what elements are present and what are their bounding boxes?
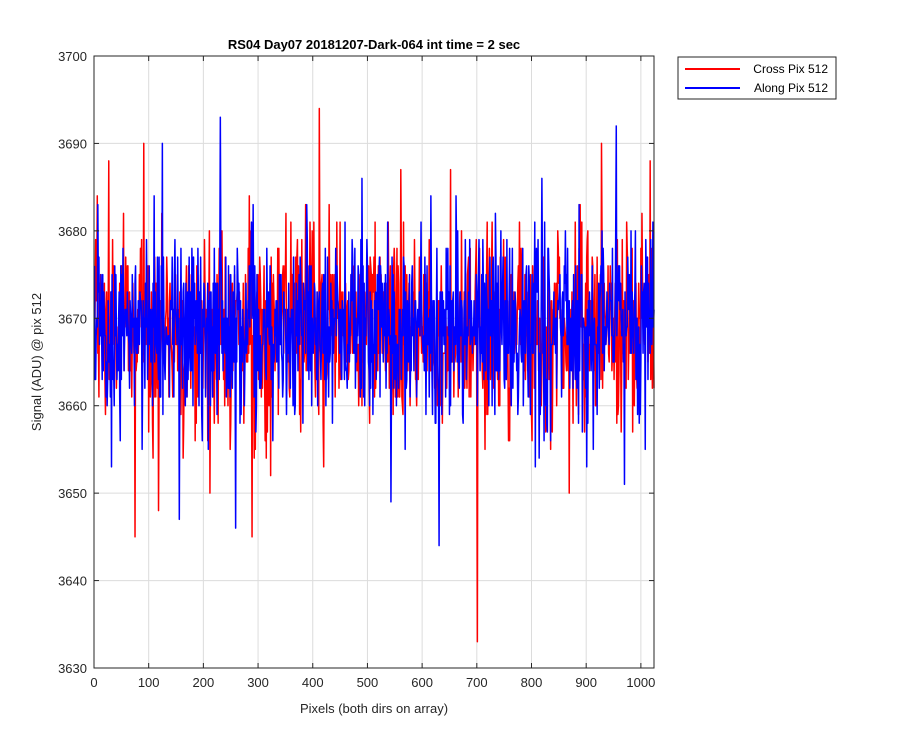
x-tick-label: 800 <box>521 675 543 690</box>
y-tick-label: 3660 <box>58 399 87 414</box>
x-tick-label: 300 <box>247 675 269 690</box>
y-axis-label: Signal (ADU) @ pix 512 <box>29 293 44 431</box>
y-tick-label: 3690 <box>58 136 87 151</box>
x-tick-label: 100 <box>138 675 160 690</box>
x-tick-label: 400 <box>302 675 324 690</box>
series-line-along-pix-512 <box>93 116 655 547</box>
plot-axes: 0 100 200 300 400 500 600 700 800 900 1000 3630 364… <box>58 49 655 690</box>
y-tick-label: 3680 <box>58 224 87 239</box>
chart-title: RS04 Day07 20181207-Dark-064 int time = … <box>228 37 520 52</box>
y-tick-label: 3640 <box>58 574 87 589</box>
legend: Cross Pix 512 Along Pix 512 <box>677 56 837 100</box>
x-tick-label: 500 <box>357 675 379 690</box>
series-layer <box>93 107 655 643</box>
x-tick-label: 900 <box>575 675 597 690</box>
x-axis-ticks: 0 100 200 300 400 500 600 700 800 900 1000 <box>90 56 655 690</box>
legend-box <box>677 56 837 100</box>
x-tick-label: 200 <box>193 675 215 690</box>
x-tick-label: 0 <box>90 675 97 690</box>
y-tick-label: 3630 <box>58 661 87 676</box>
y-tick-label: 3650 <box>58 486 87 501</box>
y-tick-label: 3670 <box>58 311 87 326</box>
legend-label-along: Along Pix 512 <box>754 81 828 95</box>
x-tick-label: 600 <box>411 675 433 690</box>
x-tick-label: 1000 <box>626 675 655 690</box>
legend-label-cross: Cross Pix 512 <box>753 62 828 76</box>
axes-box <box>93 55 655 669</box>
y-axis-ticks: 3630 3640 3650 3660 3670 3680 3690 3700 <box>58 49 654 676</box>
x-axis-label: Pixels (both dirs on array) <box>300 701 448 716</box>
y-tick-label: 3700 <box>58 49 87 64</box>
x-tick-label: 700 <box>466 675 488 690</box>
